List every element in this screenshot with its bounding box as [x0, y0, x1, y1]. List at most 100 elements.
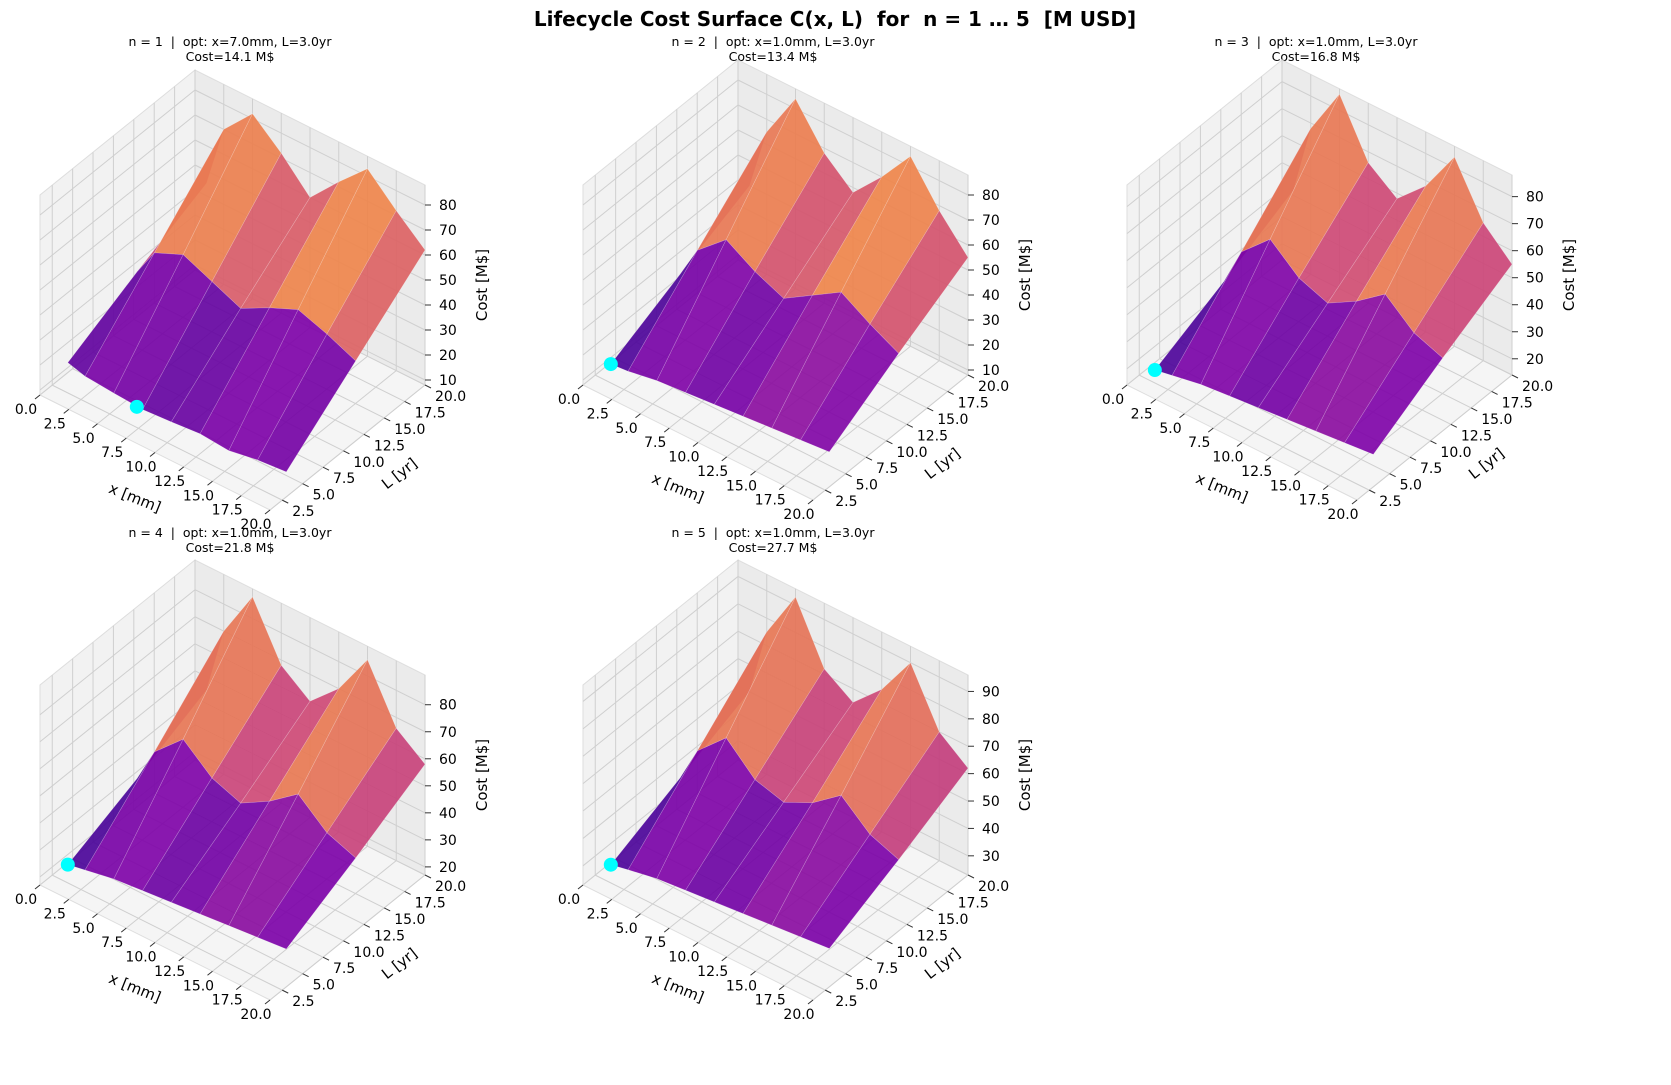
x-tick-label: 10.0 [668, 450, 699, 466]
x-tick-label: 15.0 [1270, 478, 1301, 494]
z-tick-label: 10 [439, 373, 457, 389]
subplot-title: Cost=14.1 M$ [186, 49, 275, 64]
tick-mark [424, 384, 432, 389]
grid-line [582, 685, 739, 812]
x-tick-label: 5.0 [72, 431, 94, 447]
tick-mark [807, 499, 814, 505]
tick-mark [886, 440, 893, 445]
z-tick-label: 10 [982, 363, 1000, 379]
tick-mark [282, 989, 289, 994]
z-tick-label: 40 [439, 806, 457, 822]
z-tick-label: 70 [1526, 217, 1544, 233]
grid-line [1327, 360, 1484, 487]
tick-mark [663, 927, 670, 933]
x-tick-label: 0.0 [15, 892, 37, 908]
y-tick-label: 5.0 [1400, 478, 1422, 494]
tick-mark [235, 495, 242, 501]
tick-mark [424, 874, 432, 879]
y-tick-label: 7.5 [333, 471, 355, 487]
y-tick-label: 17.5 [415, 405, 446, 421]
y-tick-label: 12.5 [374, 438, 405, 454]
y-tick-label: 12.5 [917, 928, 948, 944]
z-axis-label: Cost [M$] [1016, 739, 1034, 811]
z-tick-label: 80 [982, 188, 1000, 204]
y-tick-label: 2.5 [292, 504, 314, 520]
subplot-title: n = 3 | opt: x=1.0mm, L=3.0yr [1215, 34, 1419, 49]
z-axis-label: Cost [M$] [1016, 239, 1034, 311]
x-tick-label: 20.0 [783, 1007, 814, 1023]
tick-mark [606, 398, 613, 404]
x-tick-label: 12.5 [154, 474, 185, 490]
grid-line [39, 139, 196, 266]
grid-line [1139, 374, 1370, 491]
tick-mark [264, 509, 271, 515]
x-tick-label: 7.5 [101, 445, 123, 461]
x-tick-label: 20.0 [783, 507, 814, 523]
z-tick-label: 60 [982, 767, 1000, 783]
y-tick-label: 5.0 [313, 978, 335, 994]
z-tick-label: 60 [439, 248, 457, 264]
tick-mark [92, 423, 98, 429]
y-tick-label: 15.0 [1481, 412, 1512, 428]
y-tick-label: 10.0 [896, 445, 927, 461]
tick-mark [845, 973, 852, 978]
grid-line [783, 360, 940, 487]
tick-mark [1470, 407, 1478, 412]
tick-mark [383, 417, 391, 422]
grid-line [1281, 81, 1513, 198]
z-tick-label: 80 [1526, 190, 1544, 206]
optimum-marker [1147, 363, 1162, 378]
grid-line [1126, 81, 1283, 208]
y-tick-label: 17.5 [415, 895, 446, 911]
x-tick-label: 2.5 [587, 906, 609, 922]
surface-patch [869, 210, 969, 354]
grid-line [39, 616, 196, 743]
tick-mark [1430, 440, 1437, 445]
z-tick-label: 50 [982, 794, 1000, 810]
tick-mark [906, 423, 914, 428]
z-tick-label: 40 [982, 821, 1000, 837]
tick-mark [404, 891, 411, 895]
y-tick-label: 15.0 [394, 912, 425, 928]
subplot-title: n = 5 | opt: x=1.0mm, L=3.0yr [672, 525, 876, 540]
z-tick-label: 70 [439, 223, 457, 239]
z-tick-label: 20 [439, 348, 457, 364]
grid-line [39, 670, 196, 797]
z-tick-label: 30 [439, 833, 457, 849]
x-tick-label: 0.0 [15, 402, 37, 418]
z-tick-label: 80 [439, 698, 457, 714]
x-tick-label: 10.0 [1212, 450, 1243, 466]
z-tick-label: 30 [982, 849, 1000, 865]
tick-mark [63, 408, 70, 414]
surface-patch [257, 333, 357, 473]
x-tick-label: 12.5 [697, 464, 728, 480]
grid-line [1356, 374, 1513, 501]
y-tick-label: 2.5 [835, 994, 857, 1010]
tick-mark [967, 874, 975, 879]
grid-line [39, 89, 196, 216]
tick-mark [577, 884, 584, 890]
grid-line [39, 164, 196, 291]
x-tick-label: 2.5 [1131, 406, 1153, 422]
y-tick-label: 20.0 [1522, 379, 1553, 395]
x-tick-label: 15.0 [726, 478, 757, 494]
tick-mark [577, 384, 584, 390]
grid-line [582, 104, 739, 231]
tick-mark [343, 450, 350, 455]
z-axis-label: Cost [M$] [473, 739, 491, 811]
tick-mark [886, 940, 893, 945]
tick-mark [947, 891, 954, 895]
y-tick-label: 10.0 [896, 945, 927, 961]
z-tick-label: 80 [439, 198, 457, 214]
x-tick-label: 5.0 [1159, 421, 1181, 437]
tick-mark [302, 483, 309, 488]
grid-line [240, 370, 397, 497]
optimum-marker [603, 357, 618, 372]
grid-line [582, 129, 739, 256]
subplot-title: n = 4 | opt: x=1.0mm, L=3.0yr [129, 525, 333, 540]
tick-mark [926, 407, 934, 412]
y-tick-label: 15.0 [394, 422, 425, 438]
grid-line [595, 874, 826, 991]
grid-line [582, 576, 739, 702]
